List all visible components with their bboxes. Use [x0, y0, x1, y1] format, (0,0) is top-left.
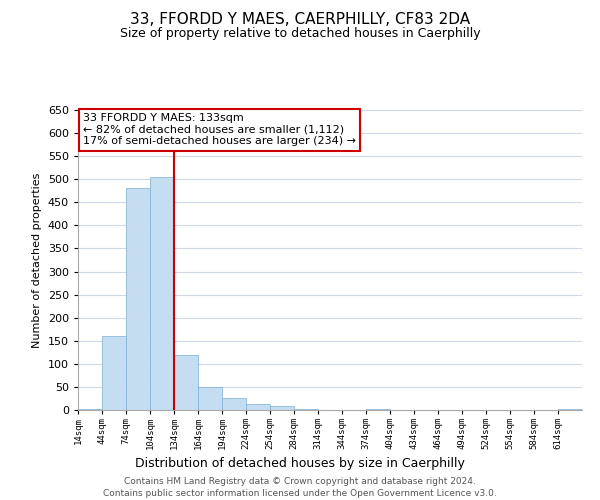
Text: 33 FFORDD Y MAES: 133sqm
← 82% of detached houses are smaller (1,112)
17% of sem: 33 FFORDD Y MAES: 133sqm ← 82% of detach…: [83, 113, 356, 146]
Bar: [78, 408, 102, 410]
Bar: [246, 404, 270, 410]
Bar: [366, 409, 390, 410]
Bar: [270, 406, 294, 410]
Text: Contains HM Land Registry data © Crown copyright and database right 2024.: Contains HM Land Registry data © Crown c…: [124, 478, 476, 486]
Text: Size of property relative to detached houses in Caerphilly: Size of property relative to detached ho…: [119, 28, 481, 40]
Text: Contains public sector information licensed under the Open Government Licence v3: Contains public sector information licen…: [103, 489, 497, 498]
Bar: [174, 354, 198, 410]
Text: Distribution of detached houses by size in Caerphilly: Distribution of detached houses by size …: [135, 458, 465, 470]
Bar: [558, 408, 582, 410]
Y-axis label: Number of detached properties: Number of detached properties: [32, 172, 42, 348]
Bar: [294, 409, 318, 410]
Bar: [126, 188, 150, 410]
Bar: [198, 387, 222, 410]
Text: 33, FFORDD Y MAES, CAERPHILLY, CF83 2DA: 33, FFORDD Y MAES, CAERPHILLY, CF83 2DA: [130, 12, 470, 28]
Bar: [102, 336, 126, 410]
Bar: [150, 177, 174, 410]
Bar: [222, 398, 246, 410]
